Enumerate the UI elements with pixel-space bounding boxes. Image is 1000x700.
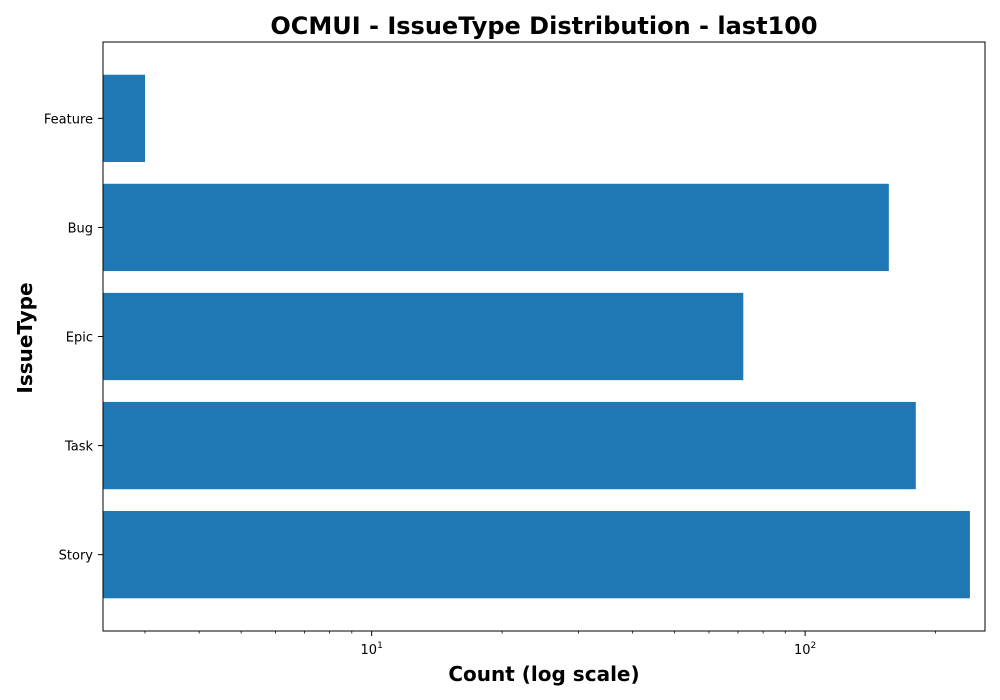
y-tick-label-bug: Bug xyxy=(68,221,93,236)
bars-group xyxy=(103,74,970,599)
bar-epic xyxy=(103,292,744,381)
y-tick-label-feature: Feature xyxy=(44,112,93,127)
bar-story xyxy=(103,511,970,599)
plot-frame xyxy=(102,41,986,632)
y-tick-label-story: Story xyxy=(59,549,94,564)
x-axis-label: Count (log scale) xyxy=(448,662,639,686)
y-ticks-group: Story Task Epic Bug Feature xyxy=(44,112,103,564)
bar-feature xyxy=(103,74,146,162)
x-ticks-group: 101 102 xyxy=(144,631,937,658)
bar-bug xyxy=(103,183,889,272)
y-tick-label-epic: Epic xyxy=(66,331,93,346)
y-tick-label-task: Task xyxy=(64,440,94,455)
x-tick-label-100: 102 xyxy=(794,641,816,658)
bar-task xyxy=(103,401,916,490)
x-tick-label-10: 101 xyxy=(361,641,383,658)
y-axis-label: IssueType xyxy=(13,282,37,393)
chart-title: OCMUI - IssueType Distribution - last100 xyxy=(270,12,817,40)
